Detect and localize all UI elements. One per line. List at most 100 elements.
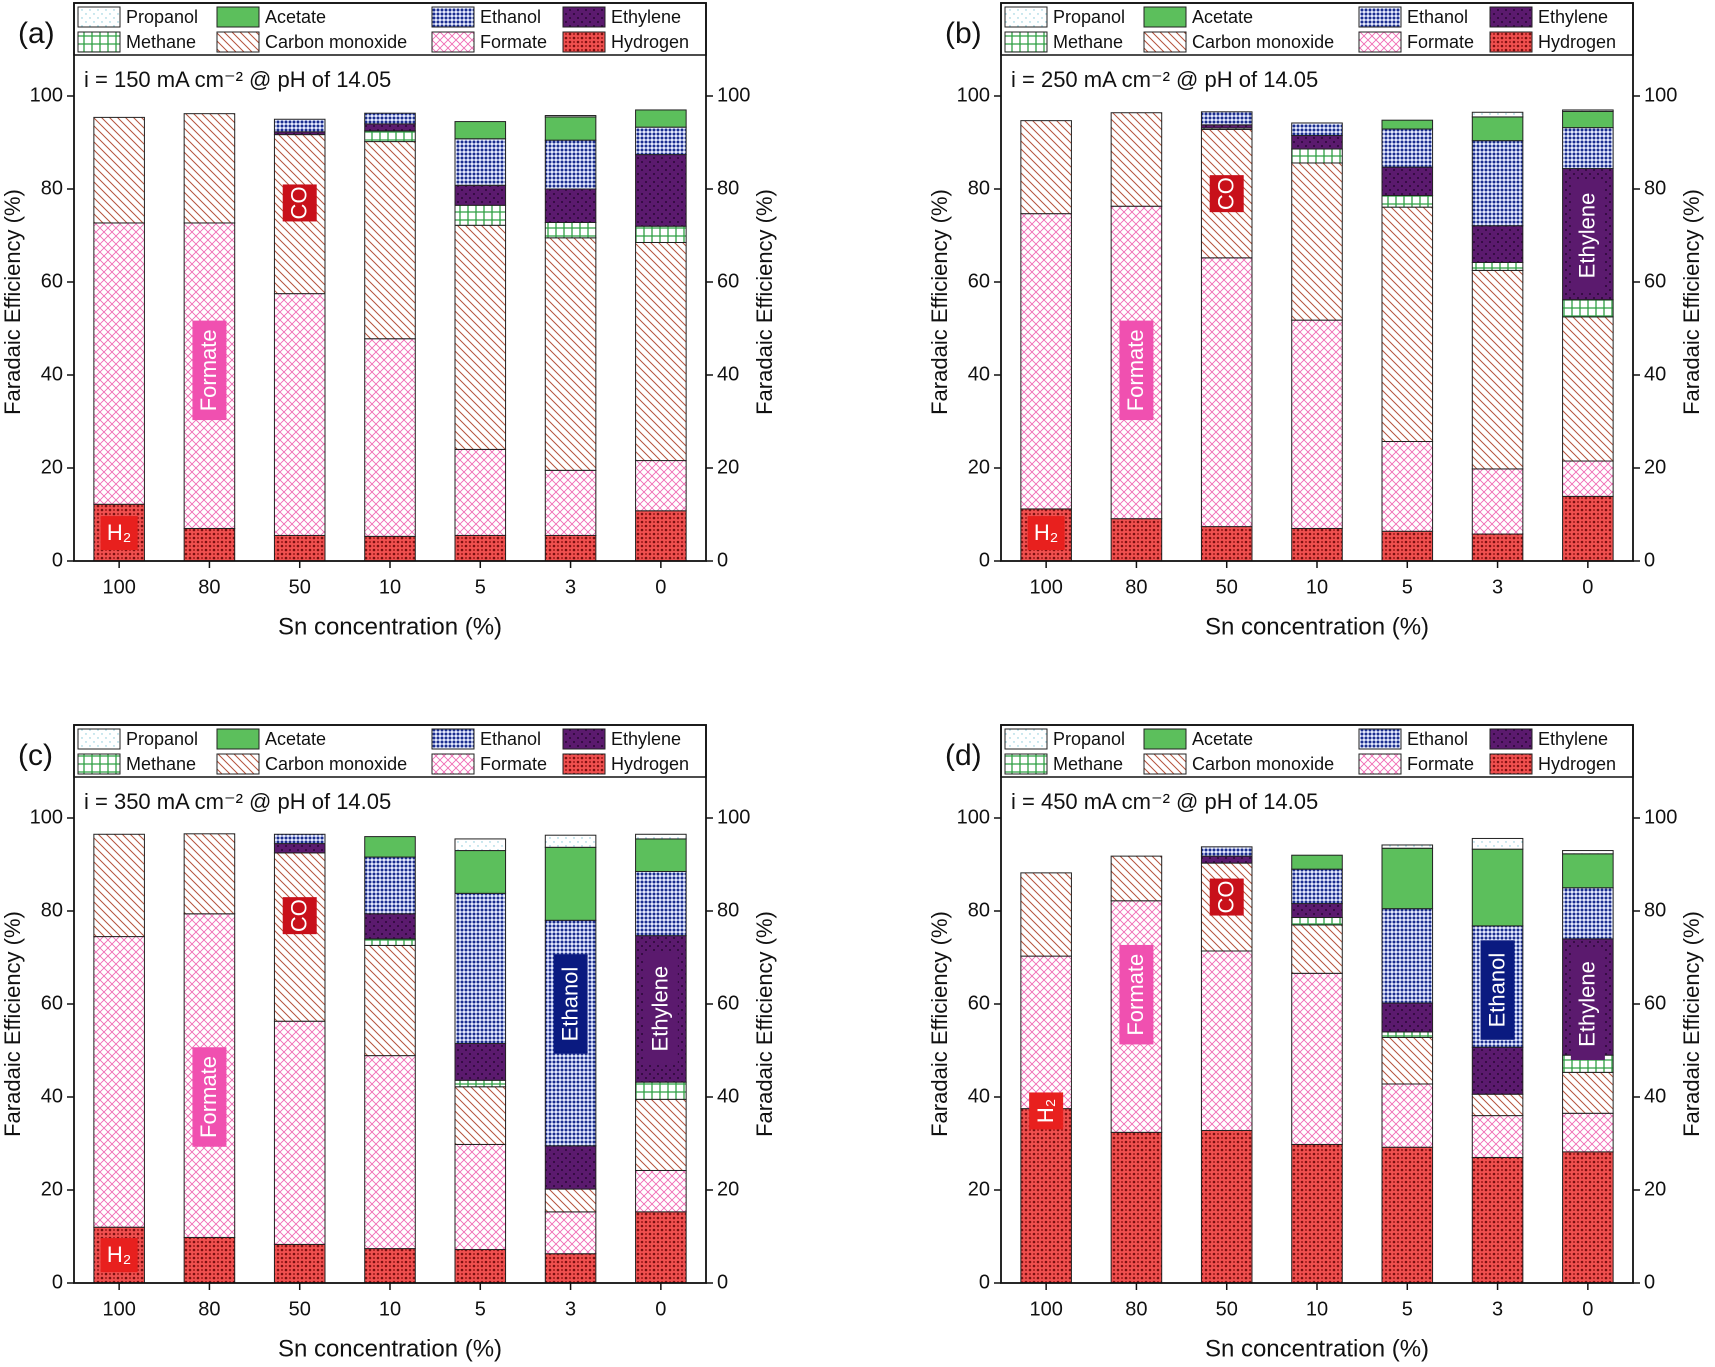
bar-segment — [1291, 135, 1343, 150]
x-tick-label: 10 — [1306, 576, 1328, 598]
y2-axis-title: Faradaic Efficiency (%) — [1679, 189, 1704, 415]
y-tick-label: 20 — [41, 1178, 63, 1200]
bar-segment — [273, 843, 326, 854]
bar-segment — [1291, 903, 1343, 919]
legend-label: Carbon monoxide — [1192, 32, 1334, 52]
bar-segment — [273, 293, 326, 536]
y-tick-label: 40 — [41, 363, 63, 385]
bar-segment — [1471, 111, 1524, 118]
legend-label: Propanol — [126, 7, 198, 27]
bar-segment — [544, 1145, 597, 1190]
bar-segment — [454, 184, 507, 206]
bar-segment — [635, 1098, 687, 1171]
annotation-box — [282, 184, 317, 222]
annotation-box — [643, 952, 678, 1065]
legend-label: Methane — [1053, 754, 1123, 774]
bar-segment — [183, 1236, 236, 1284]
bar-segment — [364, 130, 416, 143]
annotation: CO — [1209, 878, 1244, 916]
bar-segment — [1381, 166, 1434, 197]
legend-swatch — [1143, 31, 1187, 53]
y2-tick-label: 20 — [1644, 1178, 1666, 1200]
bar-segment — [1200, 526, 1253, 562]
panel-label: (d) — [945, 739, 982, 772]
legend-swatch — [1143, 728, 1187, 750]
bar-segment — [1562, 887, 1614, 940]
bar-segment — [1562, 127, 1614, 170]
legend-label: Hydrogen — [611, 754, 689, 774]
y2-tick-label: 0 — [1644, 1271, 1655, 1293]
legend-label: Ethanol — [1407, 729, 1468, 749]
x-axis-title: Sn concentration (%) — [1205, 613, 1429, 640]
bar-segment — [1562, 850, 1614, 855]
x-tick-label: 3 — [565, 1298, 576, 1320]
bar-segment — [364, 1248, 416, 1284]
annotation: CO — [282, 897, 317, 935]
x-tick-label: 80 — [198, 1298, 220, 1320]
legend-label: Ethanol — [480, 7, 541, 27]
y2-tick-label: 80 — [717, 177, 739, 199]
legend-swatch — [562, 6, 606, 28]
x-tick-label: 100 — [102, 576, 135, 598]
bar-segment — [93, 833, 145, 938]
bar-segment — [454, 838, 507, 852]
bar-segment — [1291, 148, 1343, 164]
annotation: Formate — [1119, 320, 1154, 421]
bar-segment — [1381, 440, 1434, 532]
bar-segment — [544, 188, 597, 223]
bar-segment — [1562, 110, 1614, 129]
y2-axis-title: Faradaic Efficiency (%) — [752, 911, 777, 1137]
bar-segment — [544, 1253, 597, 1284]
legend-swatch — [1358, 6, 1402, 28]
y2-tick-label: 80 — [1644, 899, 1666, 921]
bar-segment — [1562, 1151, 1614, 1284]
bar-segment — [364, 856, 416, 915]
bar-segment — [1562, 316, 1614, 462]
bar-segment — [1562, 853, 1614, 889]
legend-swatch — [216, 753, 260, 775]
bar-segment — [93, 116, 145, 224]
annotation: Formate — [1119, 944, 1154, 1045]
legend-swatch — [1004, 6, 1048, 28]
bar-segment — [183, 113, 236, 224]
annotation: Ethanol — [553, 954, 588, 1054]
legend-label: Ethanol — [480, 729, 541, 749]
x-tick-label: 100 — [1029, 1298, 1062, 1320]
annotation-box — [1119, 944, 1154, 1045]
legend-label: Ethanol — [1407, 7, 1468, 27]
bar-segment — [1471, 468, 1524, 535]
x-tick-label: 0 — [1582, 576, 1593, 598]
legend-label: Ethylene — [1538, 7, 1608, 27]
bar-segment — [273, 1243, 326, 1284]
bar-segment — [364, 141, 416, 340]
bar-segment — [1381, 119, 1434, 130]
bar-segment — [1471, 848, 1524, 927]
bar-segment — [1381, 1083, 1434, 1148]
annotation-box — [1119, 320, 1154, 421]
bar-segment — [364, 338, 416, 537]
bar-segment — [454, 1249, 507, 1284]
annotation-box — [1209, 175, 1244, 213]
y-axis-title: Faradaic Efficiency (%) — [927, 189, 952, 415]
bar-segment — [544, 116, 597, 141]
bar-segment — [1471, 116, 1524, 142]
bar-segment — [454, 204, 507, 226]
y2-tick-label: 20 — [1644, 456, 1666, 478]
y-tick-label: 0 — [979, 1271, 990, 1293]
bar-segment — [1291, 917, 1343, 926]
bar-segment — [1562, 1071, 1614, 1114]
y-tick-label: 80 — [968, 177, 990, 199]
bar-segment — [544, 237, 597, 471]
bar-segment — [1200, 1129, 1253, 1284]
annotation-text: Ethylene — [1575, 193, 1600, 279]
legend-swatch — [1489, 6, 1533, 28]
bar-segment — [635, 870, 687, 937]
x-tick-label: 3 — [565, 576, 576, 598]
bar-segment — [1562, 299, 1614, 318]
bar-segment — [635, 460, 687, 512]
bar-segment — [364, 1055, 416, 1250]
legend-label: Methane — [1053, 32, 1123, 52]
bar-segment — [1471, 261, 1524, 271]
bar-segment — [1471, 837, 1524, 850]
annotation-text: CO — [287, 186, 312, 219]
